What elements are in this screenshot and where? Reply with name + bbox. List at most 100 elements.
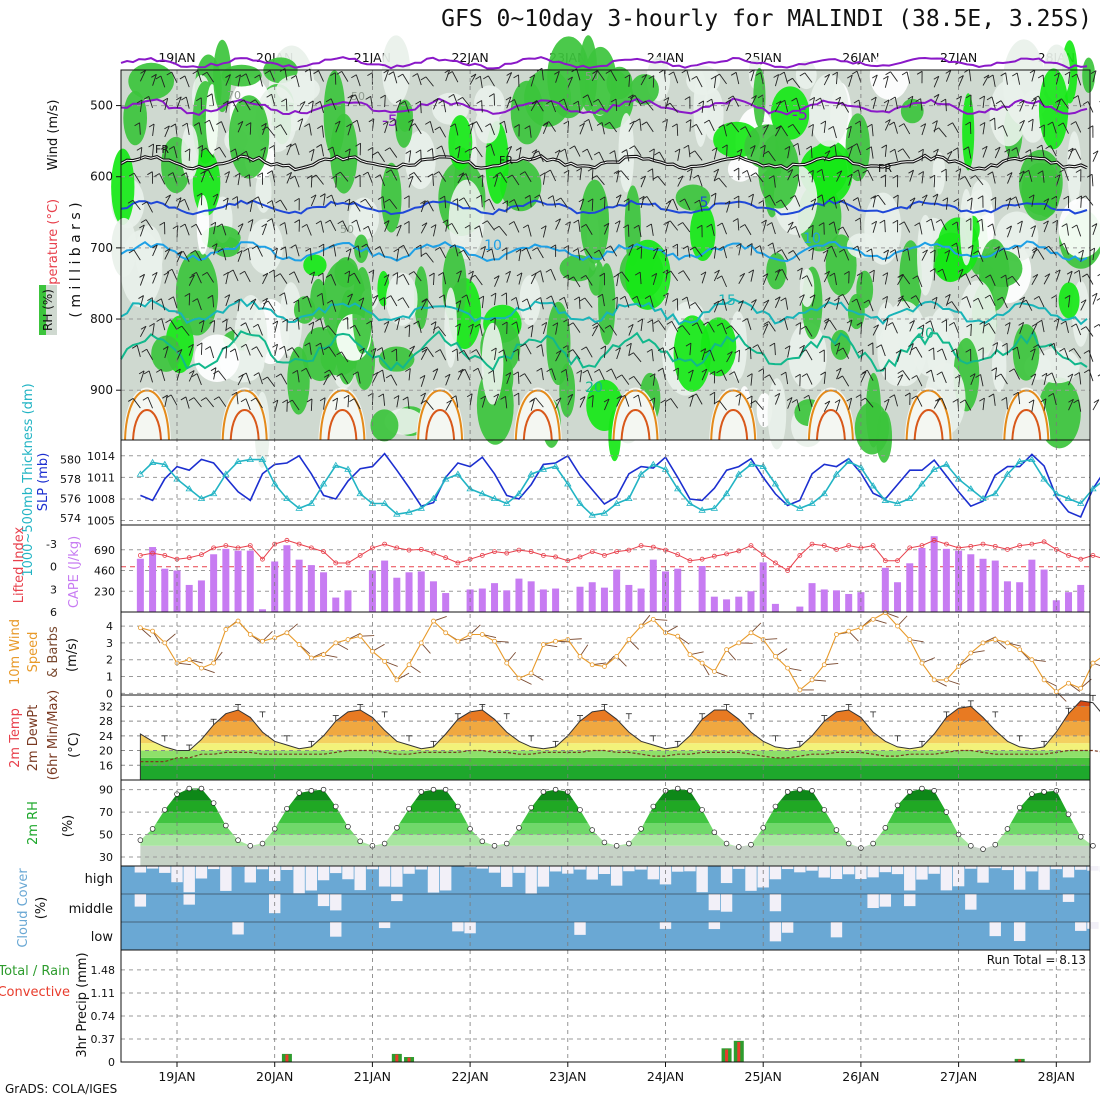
cloud-clear-cell — [232, 922, 244, 935]
wind-barb — [493, 393, 499, 398]
wind-barb — [289, 175, 296, 180]
wind-barb — [581, 346, 587, 351]
wind-barb — [977, 250, 984, 262]
wind-barb — [781, 269, 789, 281]
wind-barb — [306, 224, 312, 236]
wind-barb — [1011, 275, 1021, 287]
lifted-index-point — [1017, 543, 1023, 548]
wind-barb — [637, 318, 643, 323]
wind-barb — [1092, 399, 1100, 411]
cloud-clear-cell — [330, 894, 342, 911]
wind-barb — [196, 97, 202, 102]
wind-barb — [460, 173, 467, 178]
wind-barb — [322, 325, 329, 330]
wind-barb — [266, 218, 273, 222]
wind-barb — [164, 248, 171, 260]
cloud-clear-cell — [794, 866, 806, 873]
date-label-bottom: 24JAN — [647, 1069, 684, 1084]
thickness-point — [759, 462, 767, 469]
cloud-clear-cell — [818, 866, 830, 878]
wind-barb — [145, 219, 153, 230]
wind-speed-point — [308, 655, 314, 661]
wind-barb — [796, 399, 801, 412]
wind-barb — [871, 220, 877, 225]
wind-barb — [196, 342, 203, 347]
wind-barb — [139, 70, 146, 82]
wind-barb — [884, 249, 890, 262]
wind-barb — [248, 174, 251, 187]
wind-barb — [691, 393, 697, 398]
precip-convective-bar — [737, 1042, 741, 1062]
wind-barb — [209, 320, 215, 324]
rh-blob — [962, 93, 975, 171]
wind-speed-point — [614, 653, 620, 659]
wind-barb — [479, 225, 483, 238]
wind-barb — [993, 393, 996, 406]
wind-barb — [944, 293, 951, 298]
wind-barb — [1080, 299, 1087, 304]
cape-bar — [515, 578, 523, 612]
wind-barb — [156, 318, 162, 322]
lifted-index-point — [431, 550, 436, 556]
wind-barb — [206, 72, 215, 83]
wind-barb — [1000, 274, 1006, 279]
wind-barb — [959, 175, 966, 180]
wind-barb — [980, 374, 984, 387]
wind-barb — [823, 400, 831, 412]
wind-barb — [403, 220, 410, 225]
wind-barb — [738, 273, 746, 284]
wind-barb — [323, 346, 330, 351]
wind-barb — [597, 70, 605, 81]
temp-contour-30 — [132, 409, 162, 441]
wind-barb — [510, 297, 517, 301]
wind-barb — [1007, 197, 1012, 210]
cape-bar — [979, 558, 987, 612]
wind-barb — [334, 120, 341, 125]
wind-barb — [355, 142, 361, 147]
rh-blob — [205, 84, 219, 155]
wind-barb — [179, 198, 185, 203]
cloud-clear-cell — [1062, 894, 1075, 902]
wind-barb — [420, 348, 428, 360]
wind-barb — [490, 144, 495, 156]
wind-barb — [602, 294, 605, 307]
wind-barb — [310, 194, 317, 199]
wind-barb — [555, 322, 559, 335]
wind-barb — [791, 399, 798, 403]
wind-barb — [139, 224, 145, 237]
wind-barb — [1000, 373, 1008, 385]
wind-barb — [733, 195, 740, 200]
cape-bar — [796, 606, 804, 612]
wind-barb — [494, 175, 499, 187]
wind-barb — [709, 370, 715, 375]
wind-barb — [775, 125, 782, 130]
wind-barb — [1031, 225, 1037, 238]
wind-barb — [921, 194, 928, 199]
wind-barb — [737, 218, 740, 231]
wind-barb — [236, 196, 239, 209]
wind-barb — [530, 74, 536, 87]
wind-barb — [598, 151, 605, 164]
wind-barb — [871, 124, 874, 137]
rh2m-point — [381, 840, 388, 847]
wind-speed-point — [296, 642, 302, 647]
wind-barb — [1059, 347, 1065, 352]
wind-barb — [689, 168, 693, 181]
wind-barb — [883, 99, 890, 104]
wind-barb — [1066, 223, 1069, 236]
wind-barb — [920, 98, 923, 111]
wind-barb — [282, 318, 288, 323]
lifted-index-point — [870, 543, 876, 548]
wind-barb — [346, 123, 352, 128]
wind-barb — [1082, 273, 1088, 278]
wind-barb — [585, 346, 593, 358]
wind-barb — [775, 199, 782, 204]
wind-barb — [1036, 319, 1043, 324]
wind-barb — [164, 248, 171, 253]
wind-barb — [1005, 197, 1012, 202]
wind-barb — [418, 321, 422, 333]
wind-barb — [297, 118, 303, 123]
wind-speed-point — [980, 640, 986, 646]
wind-barb — [819, 349, 825, 354]
cloud-clear-cell — [256, 866, 269, 870]
